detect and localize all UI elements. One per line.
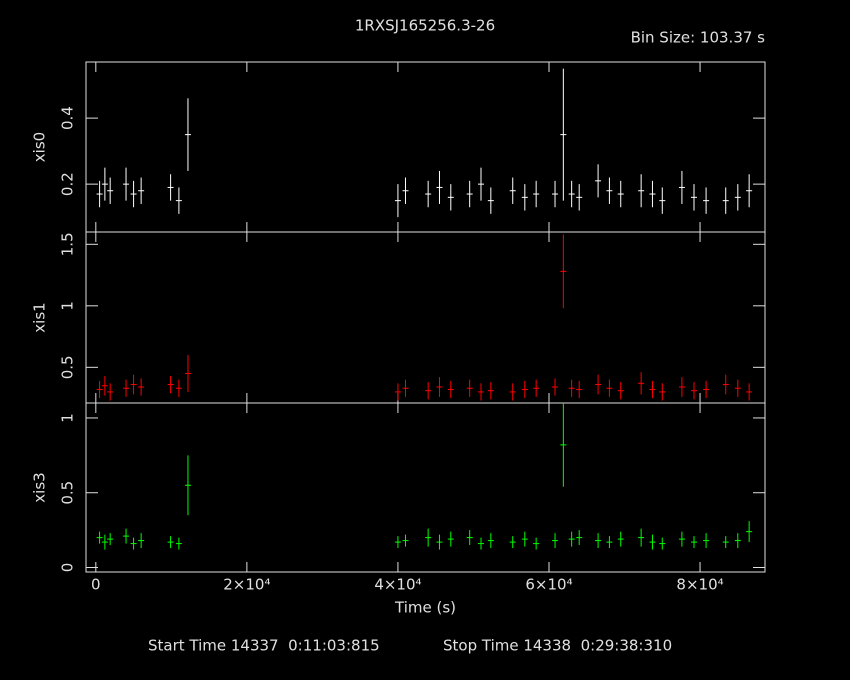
x-axis-label: Time (s): [394, 599, 456, 617]
x-tick-label: 6×10⁴: [525, 576, 572, 594]
x-tick-label: 2×10⁴: [223, 576, 270, 594]
panel-frame: [85, 402, 766, 573]
x-tick-label: 4×10⁴: [374, 576, 421, 594]
chart-title: 1RXSJ165256.3-26: [355, 17, 495, 35]
y-tick-label: 0.5: [59, 481, 77, 505]
y-axis-label: xis0: [31, 132, 49, 162]
y-tick-label: 0.4: [59, 106, 77, 130]
y-tick-label: 0: [59, 563, 77, 573]
y-tick-label: 1: [59, 413, 77, 423]
y-tick-label: 1.5: [59, 232, 77, 256]
start-time: Start Time 14337 0:11:03:815: [148, 637, 380, 655]
x-tick-label: 8×10⁴: [676, 576, 723, 594]
y-tick-label: 1: [59, 301, 77, 311]
y-axis-label: xis1: [31, 302, 49, 332]
x-tick-label: 0: [91, 576, 101, 594]
y-axis-label: xis3: [31, 472, 49, 502]
y-tick-label: 0.5: [59, 355, 77, 379]
stop-time: Stop Time 14338 0:29:38:310: [443, 637, 672, 655]
y-tick-label: 0.2: [59, 172, 77, 196]
bin-size: Bin Size: 103.37 s: [631, 29, 766, 47]
